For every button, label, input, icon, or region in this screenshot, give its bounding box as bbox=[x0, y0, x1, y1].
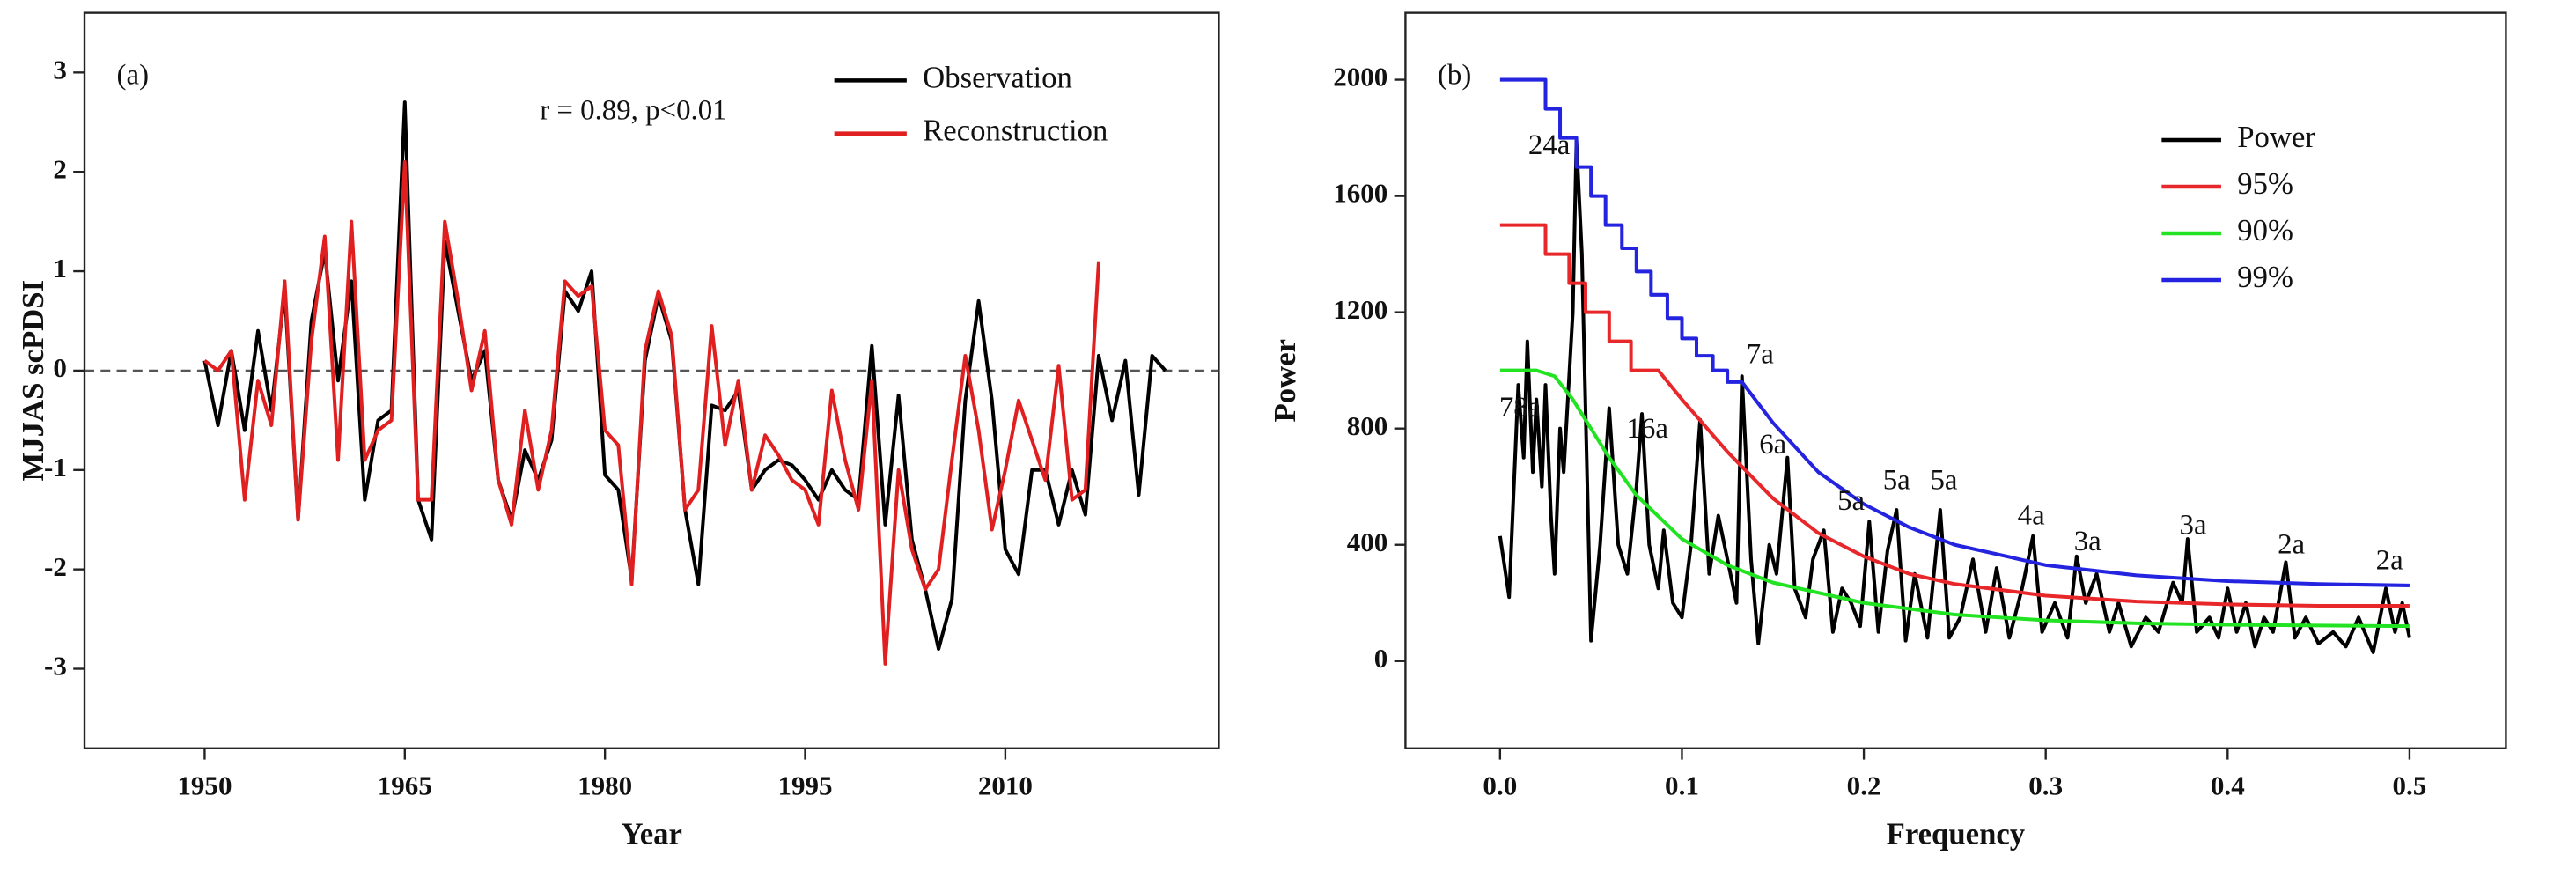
series-line bbox=[1499, 223, 2410, 608]
y-tick-label: 400 bbox=[1347, 527, 1388, 557]
series-line bbox=[1498, 138, 2411, 654]
y-tick-label: -2 bbox=[44, 551, 67, 582]
x-tick-label: 0.1 bbox=[1665, 770, 1699, 801]
x-axis-title: Year bbox=[622, 816, 682, 851]
x-tick-label: 0.4 bbox=[2211, 770, 2245, 801]
peak-label: 5a bbox=[1883, 464, 1910, 496]
legend-label: 90% bbox=[2237, 213, 2293, 247]
y-tick-label: 800 bbox=[1347, 410, 1388, 441]
y-tick-label: 1200 bbox=[1333, 294, 1387, 325]
x-tick-label: 1995 bbox=[777, 770, 832, 801]
y-tick-label: 2 bbox=[53, 153, 67, 184]
peak-label: 7a bbox=[1747, 339, 1774, 371]
legend-label: Power bbox=[2237, 120, 2315, 154]
panel-label: (a) bbox=[117, 59, 150, 91]
plot-frame bbox=[1404, 11, 2507, 749]
peak-label: 16a bbox=[1626, 413, 1668, 445]
stat-annotation: r = 0.89, p<0.01 bbox=[540, 94, 726, 126]
x-tick-label: 1980 bbox=[578, 770, 632, 801]
x-tick-label: 2010 bbox=[978, 770, 1033, 801]
x-tick-label: 0.2 bbox=[1847, 770, 1881, 801]
y-tick-label: 1 bbox=[53, 253, 67, 284]
y-tick-label: 1600 bbox=[1333, 178, 1387, 209]
peak-label: 3a bbox=[2074, 526, 2101, 557]
y-tick-label: 0 bbox=[53, 352, 67, 383]
series-line bbox=[1499, 77, 2410, 587]
peak-label: 4a bbox=[2018, 500, 2045, 532]
x-tick-label: 1950 bbox=[177, 770, 232, 801]
x-tick-label: 0.5 bbox=[2393, 770, 2427, 801]
legend-label: Observation bbox=[923, 60, 1072, 94]
legend-label: Reconstruction bbox=[923, 114, 1108, 148]
peak-label: 2a bbox=[2376, 545, 2403, 577]
peak-label: 78a bbox=[1499, 392, 1542, 424]
y-tick-label: 2000 bbox=[1333, 62, 1387, 92]
legend-label: 99% bbox=[2237, 260, 2293, 294]
peak-label: 5a bbox=[1837, 485, 1865, 517]
peak-label: 3a bbox=[2180, 509, 2207, 541]
peak-label: 5a bbox=[1930, 464, 1957, 496]
panel-label: (b) bbox=[1438, 59, 1471, 91]
y-tick-label: 3 bbox=[53, 54, 67, 85]
y-tick-label: 0 bbox=[1374, 643, 1388, 674]
series-line bbox=[203, 159, 1100, 666]
peak-label: 24a bbox=[1528, 129, 1571, 161]
y-axis-title: Power bbox=[1268, 339, 1302, 422]
legend-label: 95% bbox=[2237, 166, 2293, 201]
y-axis-title: MJJAS scPDSI bbox=[16, 280, 50, 482]
y-tick-label: -1 bbox=[44, 452, 67, 483]
x-axis-title: Frequency bbox=[1887, 816, 2026, 851]
plot-frame bbox=[83, 11, 1220, 749]
peak-label: 2a bbox=[2278, 529, 2305, 561]
peak-label: 6a bbox=[1759, 429, 1786, 461]
x-tick-label: 0.3 bbox=[2028, 770, 2063, 801]
x-tick-label: 1965 bbox=[378, 770, 432, 801]
series-line bbox=[1499, 368, 2410, 629]
x-tick-label: 0.0 bbox=[1483, 770, 1517, 801]
series-line bbox=[202, 100, 1167, 651]
y-tick-label: -3 bbox=[44, 651, 67, 682]
